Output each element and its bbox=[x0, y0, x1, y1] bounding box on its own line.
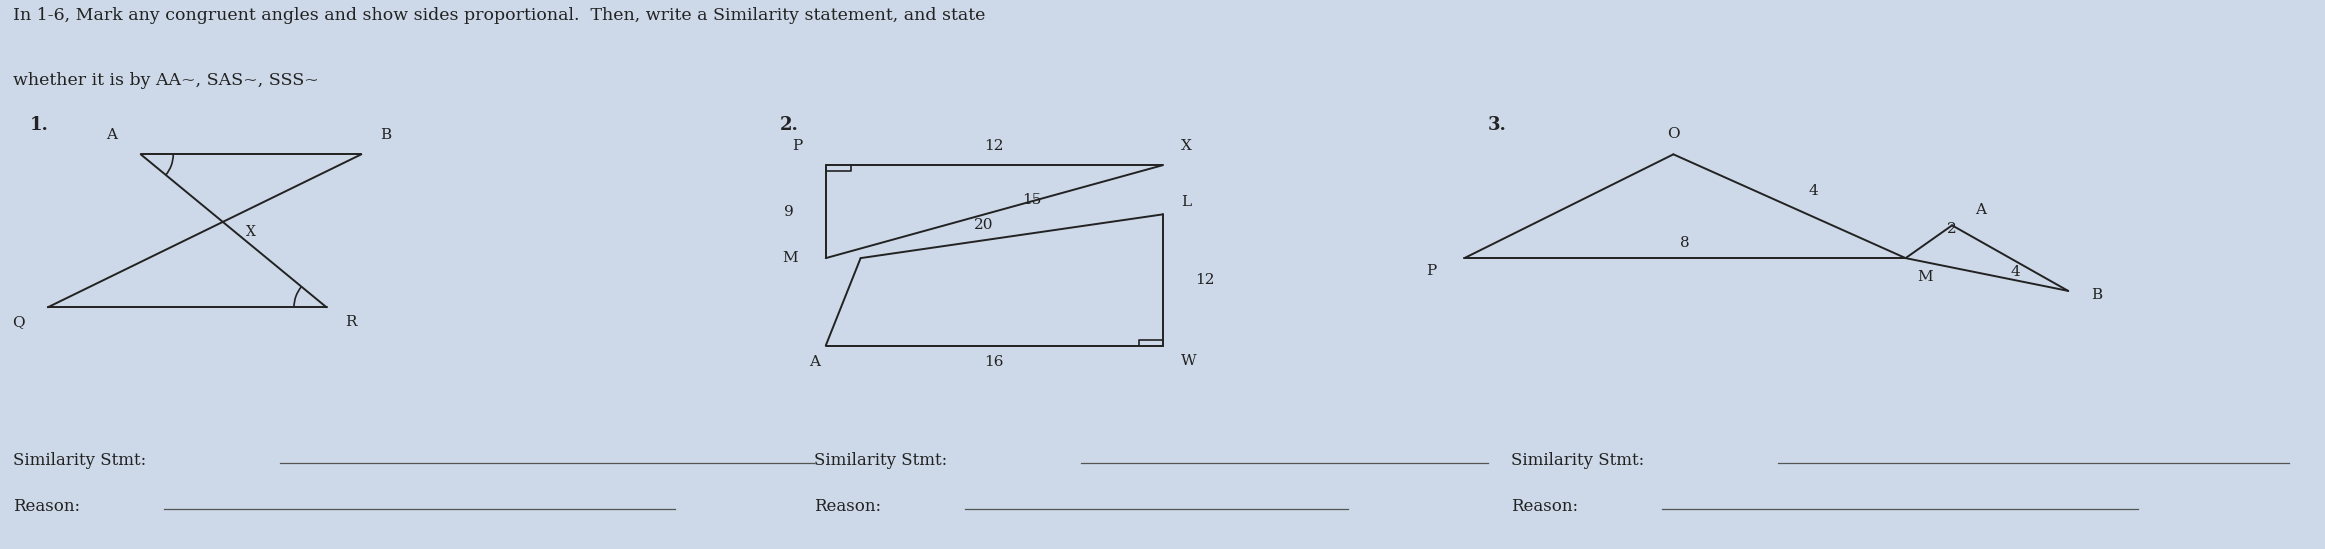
Text: Q: Q bbox=[12, 316, 26, 329]
Text: Reason:: Reason: bbox=[1511, 498, 1579, 516]
Text: 2.: 2. bbox=[779, 116, 797, 134]
Text: Similarity Stmt:: Similarity Stmt: bbox=[14, 452, 146, 469]
Text: P: P bbox=[1425, 264, 1437, 278]
Text: M: M bbox=[781, 251, 797, 265]
Text: 8: 8 bbox=[1681, 236, 1690, 250]
Text: Reason:: Reason: bbox=[814, 498, 881, 516]
Text: L: L bbox=[1181, 195, 1190, 209]
Text: 4: 4 bbox=[1809, 184, 1818, 198]
Text: whether it is by AA~, SAS~, SSS~: whether it is by AA~, SAS~, SSS~ bbox=[14, 72, 319, 89]
Text: Similarity Stmt:: Similarity Stmt: bbox=[814, 452, 946, 469]
Text: Similarity Stmt:: Similarity Stmt: bbox=[1511, 452, 1644, 469]
Text: 12: 12 bbox=[983, 139, 1004, 153]
Text: X: X bbox=[1181, 139, 1193, 153]
Text: 15: 15 bbox=[1023, 193, 1042, 208]
Text: A: A bbox=[107, 128, 119, 142]
Text: M: M bbox=[1918, 270, 1932, 284]
Text: 16: 16 bbox=[983, 355, 1004, 369]
Text: W: W bbox=[1181, 354, 1197, 368]
Text: 4: 4 bbox=[2011, 265, 2020, 279]
Text: 2: 2 bbox=[1948, 222, 1958, 236]
Text: 9: 9 bbox=[784, 205, 793, 219]
Text: B: B bbox=[2092, 288, 2102, 302]
Text: 1.: 1. bbox=[30, 116, 49, 134]
Text: O: O bbox=[1667, 127, 1679, 141]
Text: R: R bbox=[344, 316, 356, 329]
Text: A: A bbox=[809, 355, 821, 369]
Text: In 1-6, Mark any congruent angles and show sides proportional.  Then, write a Si: In 1-6, Mark any congruent angles and sh… bbox=[14, 7, 986, 24]
Text: Reason:: Reason: bbox=[14, 498, 79, 516]
Text: X: X bbox=[246, 225, 256, 239]
Text: 12: 12 bbox=[1195, 273, 1214, 287]
Text: P: P bbox=[793, 139, 802, 153]
Text: A: A bbox=[1976, 203, 1986, 217]
Text: B: B bbox=[379, 128, 391, 142]
Text: 3.: 3. bbox=[1488, 116, 1507, 134]
Text: 20: 20 bbox=[974, 218, 993, 232]
